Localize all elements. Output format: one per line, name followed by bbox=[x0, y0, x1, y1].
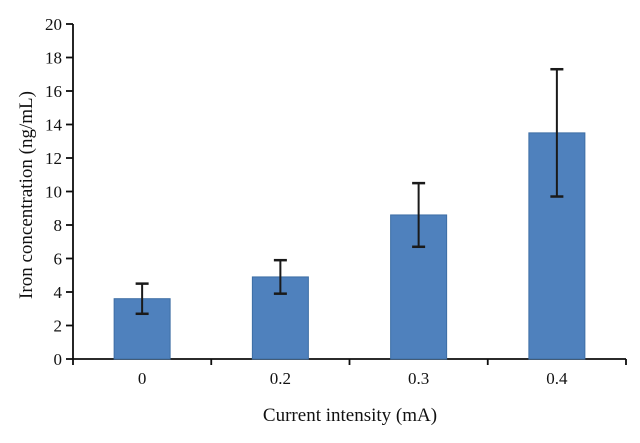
y-tick-label: 16 bbox=[45, 82, 62, 101]
y-tick-label: 0 bbox=[54, 350, 63, 369]
y-tick-label: 6 bbox=[54, 250, 63, 269]
y-tick-label: 18 bbox=[45, 49, 62, 68]
y-tick-label: 8 bbox=[54, 216, 63, 235]
x-tick-label: 0.4 bbox=[546, 369, 568, 388]
y-tick-label: 10 bbox=[45, 183, 62, 202]
y-tick-label: 4 bbox=[54, 283, 63, 302]
y-tick-label: 12 bbox=[45, 149, 62, 168]
x-tick-label: 0.2 bbox=[270, 369, 291, 388]
y-tick-label: 20 bbox=[45, 15, 62, 34]
x-tick-label: 0.3 bbox=[408, 369, 429, 388]
y-tick-label: 14 bbox=[45, 116, 63, 135]
y-tick-label: 2 bbox=[54, 317, 63, 336]
x-axis-title: Current intensity (mA) bbox=[262, 405, 438, 426]
x-tick-label: 0 bbox=[138, 369, 147, 388]
y-axis-title: Iron concentration (ng/mL) bbox=[16, 91, 37, 299]
